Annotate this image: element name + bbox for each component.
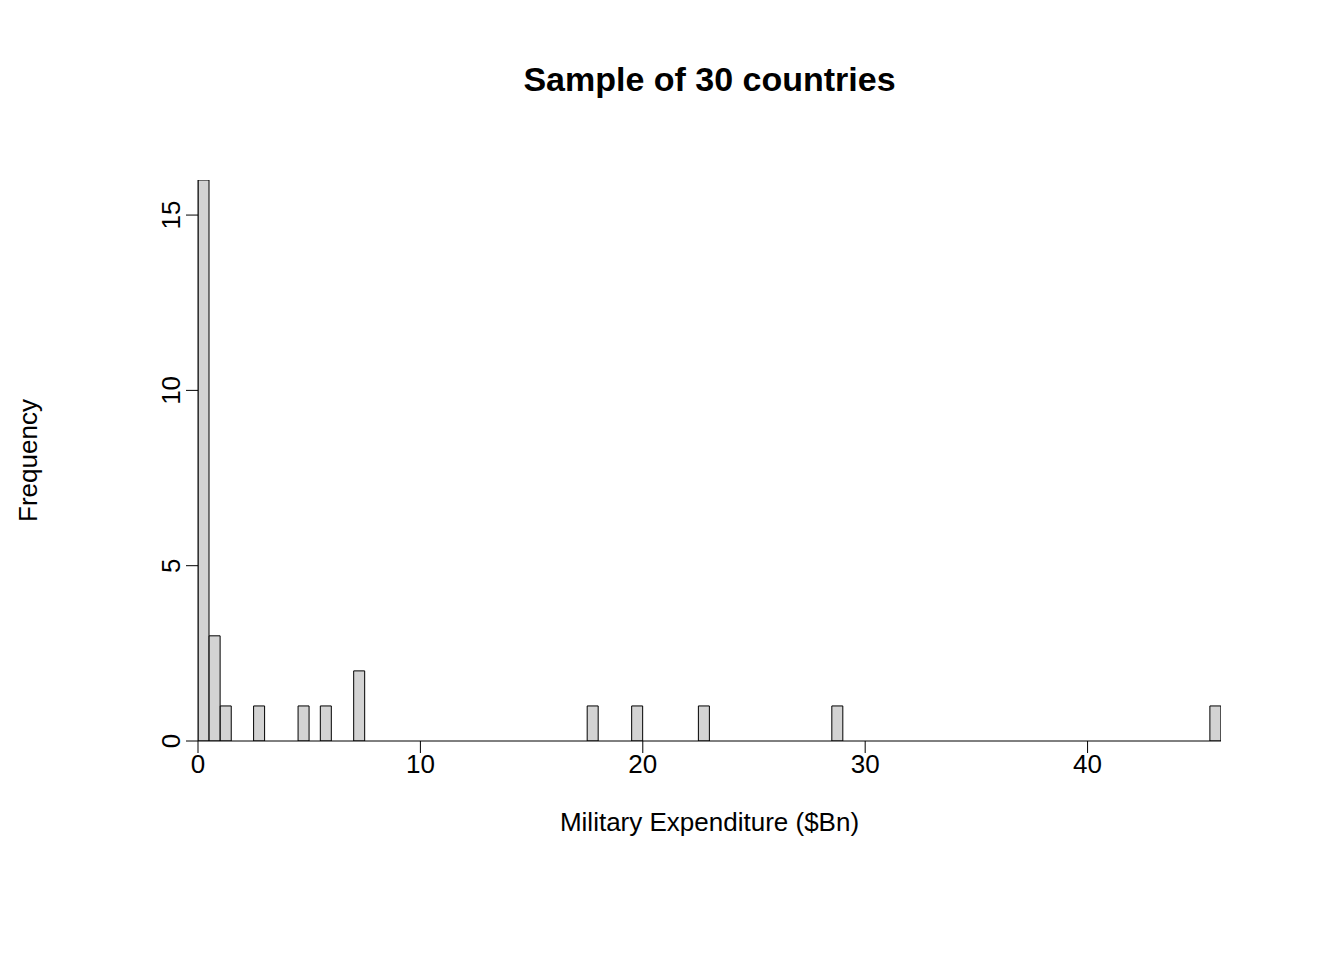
svg-text:Military Expenditure ($Bn): Military Expenditure ($Bn) [560, 807, 859, 837]
svg-text:10: 10 [406, 749, 435, 779]
svg-text:15: 15 [156, 201, 186, 230]
svg-text:0: 0 [156, 734, 186, 748]
svg-text:30: 30 [851, 749, 880, 779]
svg-text:0: 0 [191, 749, 205, 779]
svg-text:Frequency: Frequency [13, 399, 43, 522]
svg-text:20: 20 [628, 749, 657, 779]
svg-text:10: 10 [156, 376, 186, 405]
svg-text:40: 40 [1073, 749, 1102, 779]
svg-text:5: 5 [156, 558, 186, 572]
html-text:Sample of 30 countries: Sample of 30 countries [523, 60, 896, 98]
